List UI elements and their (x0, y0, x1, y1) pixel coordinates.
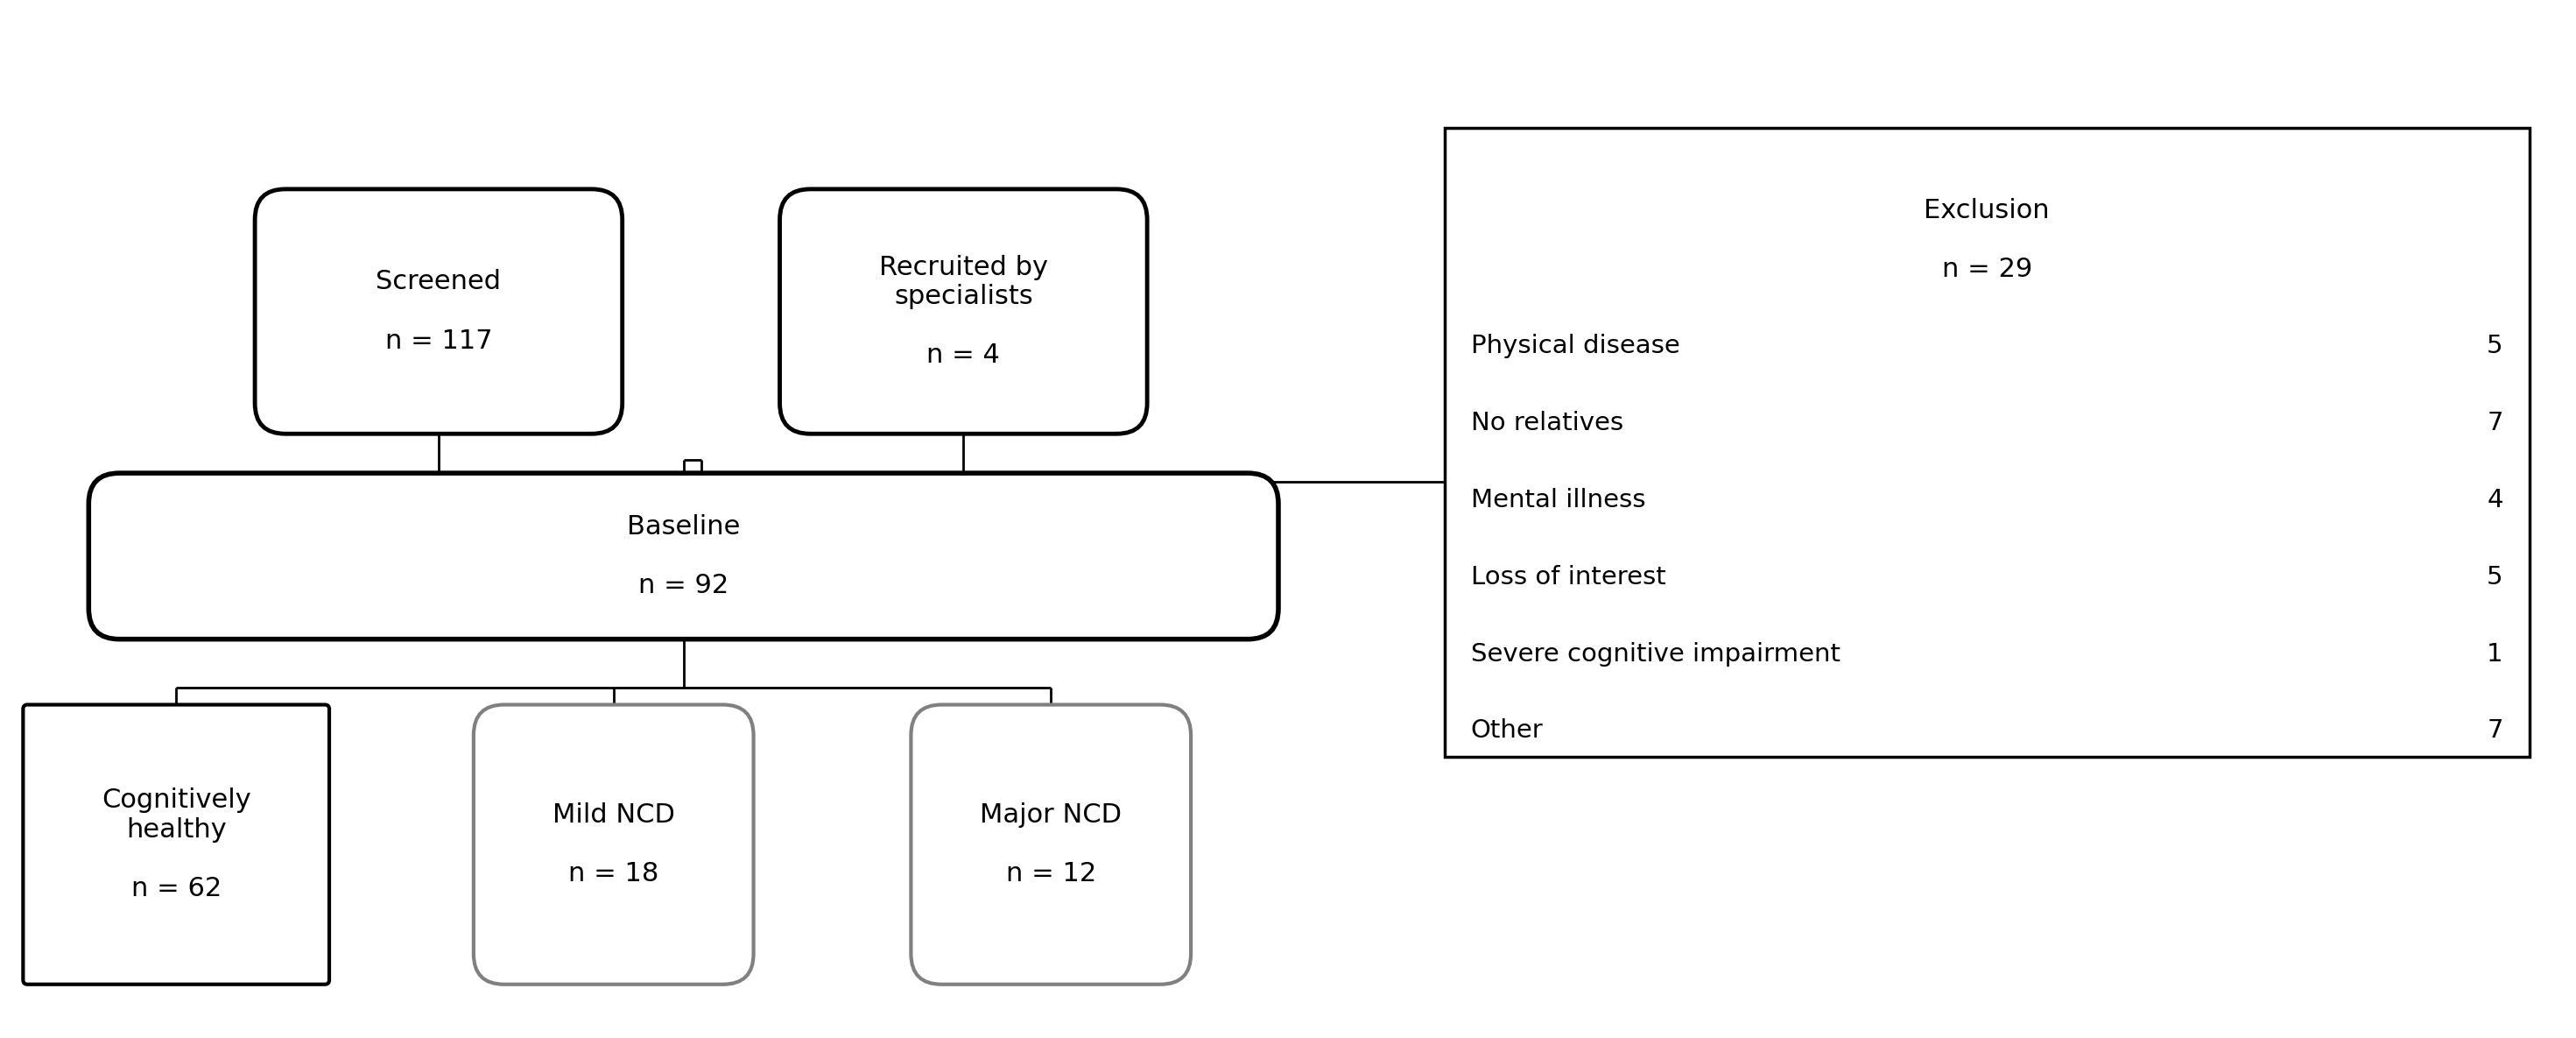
FancyBboxPatch shape (1445, 128, 2530, 757)
Text: 5: 5 (2486, 565, 2504, 590)
Text: Severe cognitive impairment: Severe cognitive impairment (1471, 641, 1839, 666)
Text: Exclusion

n = 29: Exclusion n = 29 (1924, 198, 2050, 282)
FancyBboxPatch shape (88, 473, 1278, 639)
Text: 1: 1 (2486, 641, 2504, 666)
FancyBboxPatch shape (781, 189, 1146, 434)
Text: 7: 7 (2486, 411, 2504, 436)
Text: 7: 7 (2486, 718, 2504, 743)
Text: 4: 4 (2486, 488, 2504, 513)
FancyBboxPatch shape (912, 705, 1190, 984)
Text: Screened

n = 117: Screened n = 117 (376, 269, 502, 354)
FancyBboxPatch shape (474, 705, 755, 984)
Text: Physical disease: Physical disease (1471, 334, 1680, 359)
Text: Loss of interest: Loss of interest (1471, 565, 1667, 590)
Text: Cognitively
healthy

n = 62: Cognitively healthy n = 62 (100, 788, 250, 901)
Text: Recruited by
specialists

n = 4: Recruited by specialists n = 4 (878, 254, 1048, 368)
Text: Major NCD

n = 12: Major NCD n = 12 (979, 802, 1123, 886)
Text: Mental illness: Mental illness (1471, 488, 1646, 513)
Text: 5: 5 (2486, 334, 2504, 359)
FancyBboxPatch shape (255, 189, 623, 434)
FancyBboxPatch shape (23, 705, 330, 984)
Text: No relatives: No relatives (1471, 411, 1623, 436)
Text: Mild NCD

n = 18: Mild NCD n = 18 (551, 802, 675, 886)
Text: Baseline

n = 92: Baseline n = 92 (626, 514, 739, 598)
Text: Other: Other (1471, 718, 1543, 743)
